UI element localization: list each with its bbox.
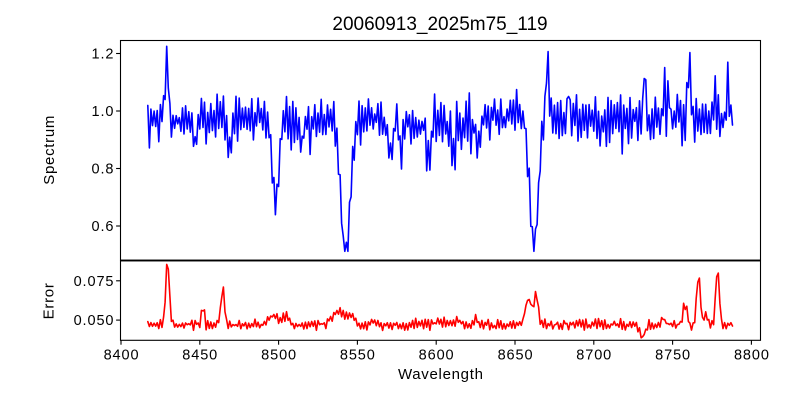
svg-text:0.075: 0.075	[74, 274, 115, 290]
svg-text:8750: 8750	[655, 348, 691, 364]
svg-text:8650: 8650	[498, 348, 534, 364]
svg-text:0.6: 0.6	[92, 219, 115, 235]
svg-text:Error: Error	[41, 282, 58, 319]
svg-text:20060913_2025m75_119: 20060913_2025m75_119	[332, 14, 547, 35]
svg-text:8600: 8600	[419, 348, 455, 364]
svg-text:1.2: 1.2	[92, 47, 115, 63]
svg-text:8700: 8700	[576, 348, 612, 364]
svg-text:8400: 8400	[104, 348, 140, 364]
svg-text:1.0: 1.0	[92, 104, 115, 120]
svg-text:8450: 8450	[182, 348, 218, 364]
svg-text:0.050: 0.050	[74, 313, 115, 329]
svg-text:0.8: 0.8	[92, 162, 115, 178]
svg-text:Spectrum: Spectrum	[41, 115, 58, 185]
svg-text:8550: 8550	[340, 348, 376, 364]
svg-text:Wavelength: Wavelength	[398, 366, 484, 383]
svg-text:8800: 8800	[734, 348, 770, 364]
svg-text:8500: 8500	[261, 348, 297, 364]
